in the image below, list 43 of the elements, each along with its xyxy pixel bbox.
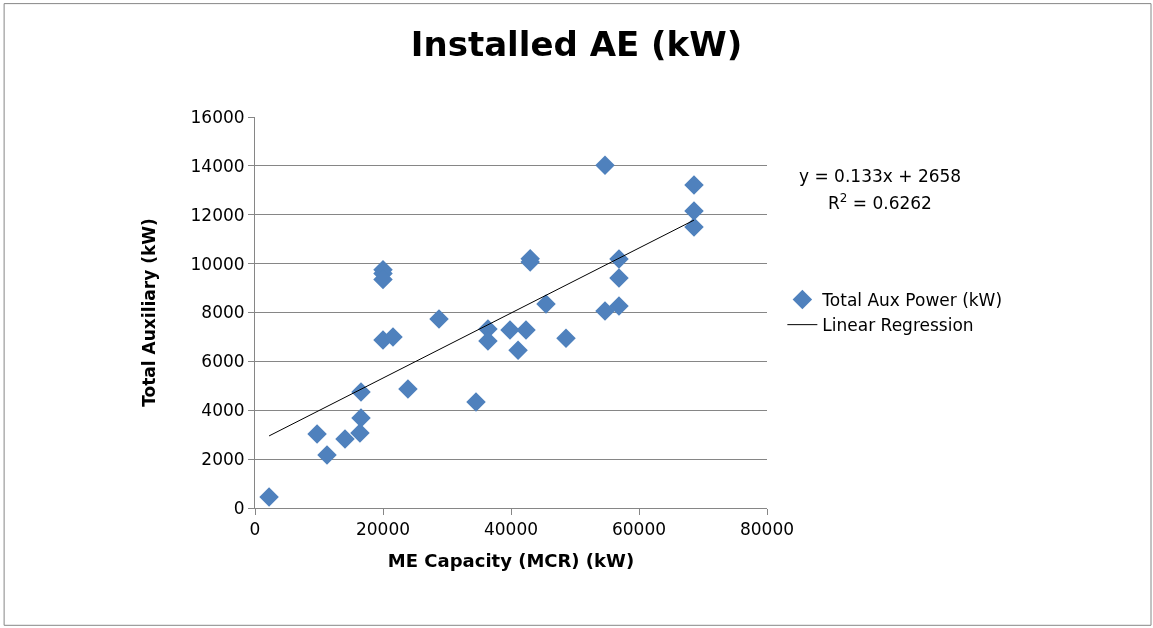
x-tick-label: 0: [249, 519, 261, 540]
text: y = 0.133x + 2658: [799, 166, 962, 186]
legend-label: Total Aux Power (kW): [821, 290, 1003, 311]
point: [609, 296, 629, 316]
y-tick-label: 2000: [201, 449, 245, 470]
point: [351, 408, 371, 428]
y-tick-label: 14000: [190, 155, 245, 176]
point: [595, 301, 615, 321]
y-tick-label: 10000: [190, 253, 245, 274]
point: [508, 340, 528, 360]
point: [307, 424, 327, 444]
point: [383, 327, 403, 347]
point: [317, 445, 337, 465]
x-tick-label: 60000: [611, 519, 667, 540]
point: [500, 320, 520, 340]
point: [684, 217, 704, 237]
x-tick-label: 20000: [355, 519, 411, 540]
point: [259, 487, 279, 507]
x-tick-label: 80000: [739, 519, 795, 540]
point: [536, 294, 556, 314]
point: [595, 155, 615, 175]
y-tick-label: 8000: [201, 302, 245, 323]
y-axis-title: Total Auxiliary (kW): [139, 218, 160, 407]
point: [516, 320, 536, 340]
point: [350, 423, 370, 443]
x-axis-title: ME Capacity (MCR) (kW): [387, 549, 635, 571]
point: [609, 268, 629, 288]
point: [398, 379, 418, 399]
point: [429, 309, 449, 329]
y-tick-label: 4000: [201, 400, 245, 421]
legend-label: Linear Regression: [822, 315, 974, 336]
point: [335, 429, 355, 449]
point: [684, 175, 704, 195]
x-tick-label: 40000: [483, 519, 539, 540]
point: [684, 201, 704, 221]
point: [466, 392, 486, 412]
point: [556, 328, 576, 348]
text: R$^{2}$ = 0.6262: [828, 191, 932, 214]
y-tick-label: 0: [233, 497, 245, 518]
y-tick-label: 16000: [190, 106, 245, 127]
y-tick-label: 12000: [190, 204, 245, 225]
chart-title: Installed AE (kW): [410, 23, 743, 64]
y-tick-label: 6000: [201, 351, 245, 372]
